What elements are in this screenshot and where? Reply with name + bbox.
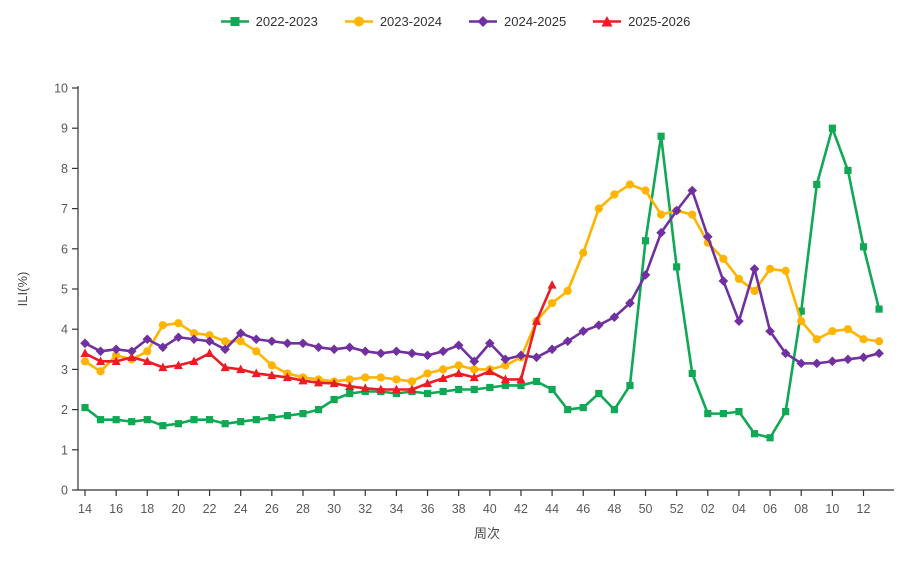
y-tick-label: 6 [61,242,68,256]
legend-item-2023-2024[interactable]: 2023-2024 [344,14,442,29]
x-tick-label: 18 [140,502,154,516]
x-tick-label: 48 [607,502,621,516]
chart-legend: 2022-2023 2023-2024 2024-2025 2025-2026 [0,14,910,29]
square-marker-icon [220,17,249,26]
x-tick-label: 38 [452,502,466,516]
x-tick-label: 06 [763,502,777,516]
triangle-marker-icon [593,16,622,27]
x-tick-label: 10 [825,502,839,516]
legend-item-2025-2026[interactable]: 2025-2026 [592,14,690,29]
x-tick-label: 24 [234,502,248,516]
y-tick-label: 5 [61,283,68,297]
legend-item-2024-2025[interactable]: 2024-2025 [468,14,566,29]
circle-marker-icon [344,16,373,27]
series-layer [80,124,884,442]
x-tick-label: 52 [670,502,684,516]
series-2022-2023[interactable] [81,124,883,442]
x-tick-label: 12 [857,502,871,516]
x-tick-label: 32 [358,502,372,516]
x-axis-title: 周次 [474,526,500,541]
x-tick-label: 22 [203,502,217,516]
x-tick-label: 02 [701,502,715,516]
y-tick-label: 1 [61,443,68,457]
legend-label: 2025-2026 [628,14,691,29]
x-tick-label: 08 [794,502,808,516]
x-tick-label: 46 [576,502,590,516]
x-tick-label: 40 [483,502,497,516]
series-line-2022-2023 [83,126,881,440]
y-tick-label: 7 [61,202,68,216]
x-tick-label: 44 [545,502,559,516]
x-tick-label: 04 [732,502,746,516]
series-line-2023-2024 [83,183,881,383]
x-tick-label: 34 [389,502,403,516]
y-tick-label: 9 [61,122,68,136]
x-tick-label: 16 [109,502,123,516]
legend-label: 2023-2024 [379,14,442,29]
y-tick-label: 4 [61,323,68,337]
y-tick-label: 10 [54,82,68,96]
legend-label: 2022-2023 [255,14,318,29]
legend-label: 2024-2025 [504,14,567,29]
series-2025-2026[interactable] [80,280,557,394]
y-tick-label: 2 [61,403,68,417]
x-tick-label: 28 [296,502,310,516]
x-tick-label: 42 [514,502,528,516]
x-tick-label: 14 [78,502,92,516]
x-tick-label: 50 [639,502,653,516]
legend-item-2022-2023[interactable]: 2022-2023 [220,14,318,29]
y-tick-label: 8 [61,162,68,176]
y-tick-label: 0 [61,484,68,498]
diamond-marker-icon [469,16,497,27]
x-tick-label: 30 [327,502,341,516]
series-2024-2025[interactable] [80,185,884,369]
y-tick-label: 3 [61,363,68,377]
x-tick-label: 26 [265,502,279,516]
series-line-2024-2025 [83,189,881,365]
series-2023-2024[interactable] [80,180,884,386]
x-tick-label: 36 [421,502,435,516]
x-tick-label: 20 [171,502,185,516]
y-axis-title: ILI(%) [15,272,30,307]
